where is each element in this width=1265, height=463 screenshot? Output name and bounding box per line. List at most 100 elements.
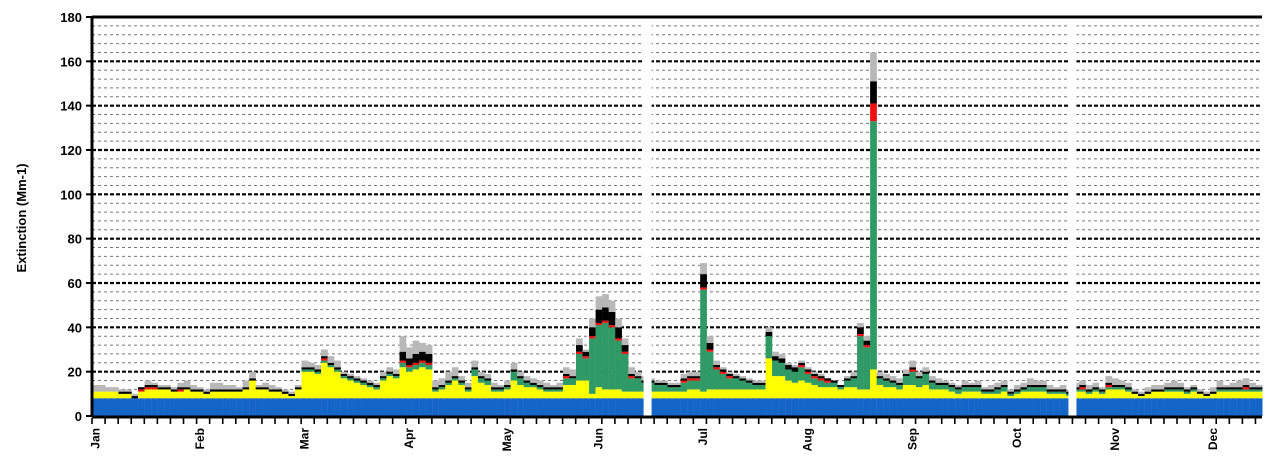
bar-segment [242, 398, 250, 416]
bar-segment [915, 371, 923, 377]
bar-segment [1242, 378, 1250, 385]
bar-segment [451, 367, 459, 377]
bar-segment [268, 391, 276, 399]
bar-segment [902, 384, 910, 399]
bar-segment [785, 369, 792, 381]
bar-segment [955, 398, 962, 416]
bar-segment [209, 389, 217, 392]
bar-segment [667, 398, 675, 416]
bar-segment [968, 382, 975, 385]
bar-segment [1242, 391, 1250, 399]
bar-segment [229, 391, 237, 399]
bar-segment [321, 356, 328, 359]
bar-segment [216, 391, 224, 399]
bar-segment [549, 398, 557, 416]
bar-segment [1183, 393, 1191, 399]
bar-segment [759, 398, 766, 416]
bar-segment [928, 389, 936, 399]
y-axis-label: Extinction (Mm-1) [14, 163, 29, 272]
bar-segment [732, 373, 740, 377]
bar-segment [373, 398, 381, 416]
bar-segment [294, 389, 302, 399]
bar-segment [1020, 389, 1028, 392]
bar-segment [144, 398, 152, 416]
bar-segment [419, 362, 426, 368]
bar-segment [1026, 384, 1034, 388]
bar-segment [451, 380, 459, 399]
y-tick-label: 40 [68, 320, 82, 335]
bar-segment [236, 398, 243, 416]
bar-segment [608, 327, 616, 390]
bar-segment [1164, 398, 1171, 416]
bar-segment [327, 365, 335, 368]
bar-segment [1170, 391, 1178, 399]
bar-segment [804, 373, 812, 383]
bar-segment [628, 398, 636, 416]
bar-segment [1242, 384, 1250, 388]
bar-segment [301, 398, 309, 416]
bar-segment [863, 345, 871, 348]
bar-segment [909, 398, 917, 416]
bar-segment [935, 384, 943, 390]
bar-segment [262, 382, 269, 388]
bar-segment [1040, 391, 1047, 399]
bar-segment [432, 389, 439, 392]
bar-segment [726, 398, 734, 416]
bar-segment [693, 378, 701, 381]
bar-segment [1210, 391, 1217, 394]
bar-segment [745, 380, 753, 383]
bar-segment [615, 389, 622, 399]
bar-segment [582, 351, 590, 357]
bar-segment [850, 376, 858, 379]
bar-segment [1007, 389, 1015, 392]
bar-segment [575, 398, 583, 416]
bar-segment [242, 389, 250, 399]
bar-segment [575, 353, 583, 381]
bar-segment [745, 389, 753, 399]
bar-segment [1085, 389, 1093, 392]
bar-segment [785, 362, 792, 366]
bar-segment [1053, 393, 1060, 399]
bar-segment [294, 384, 302, 388]
bar-segment [752, 380, 760, 383]
bar-segment [1183, 387, 1191, 390]
bar-segment [334, 360, 341, 368]
x-month-label: Apr [402, 428, 416, 449]
bar-segment [824, 380, 832, 383]
bar-segment [713, 369, 720, 390]
bar-segment [713, 398, 720, 416]
bar-segment [955, 387, 962, 390]
bar-segment [1190, 384, 1198, 388]
bar-segment [366, 387, 374, 399]
bar-segment [589, 318, 596, 328]
bar-segment [1210, 398, 1217, 416]
bar-segment [667, 382, 675, 385]
bar-segment [491, 387, 498, 390]
bar-segment [674, 387, 681, 392]
bar-segment [151, 387, 158, 390]
bar-segment [719, 367, 727, 370]
bar-segment [183, 387, 191, 390]
bar-segment [961, 380, 969, 385]
bar-segment [595, 296, 603, 310]
bar-segment [249, 398, 256, 416]
bar-segment [1105, 382, 1113, 385]
bar-segment [994, 389, 1002, 394]
bar-segment [752, 382, 760, 385]
bar-segment [340, 376, 348, 379]
bar-segment [817, 387, 825, 399]
bar-segment [209, 398, 217, 416]
bar-segment [549, 387, 557, 390]
bar-segment [700, 263, 707, 275]
bar-segment [406, 365, 413, 368]
bar-segment [530, 384, 537, 388]
bar-segment [1046, 391, 1054, 394]
bar-segment [399, 360, 407, 363]
bar-segment [1020, 391, 1028, 399]
bar-segment [1131, 389, 1139, 392]
bar-segment [510, 398, 518, 416]
y-tick-label: 160 [60, 54, 82, 69]
bar-segment [948, 387, 956, 392]
bar-segment [236, 389, 243, 392]
bar-segment [830, 382, 838, 388]
